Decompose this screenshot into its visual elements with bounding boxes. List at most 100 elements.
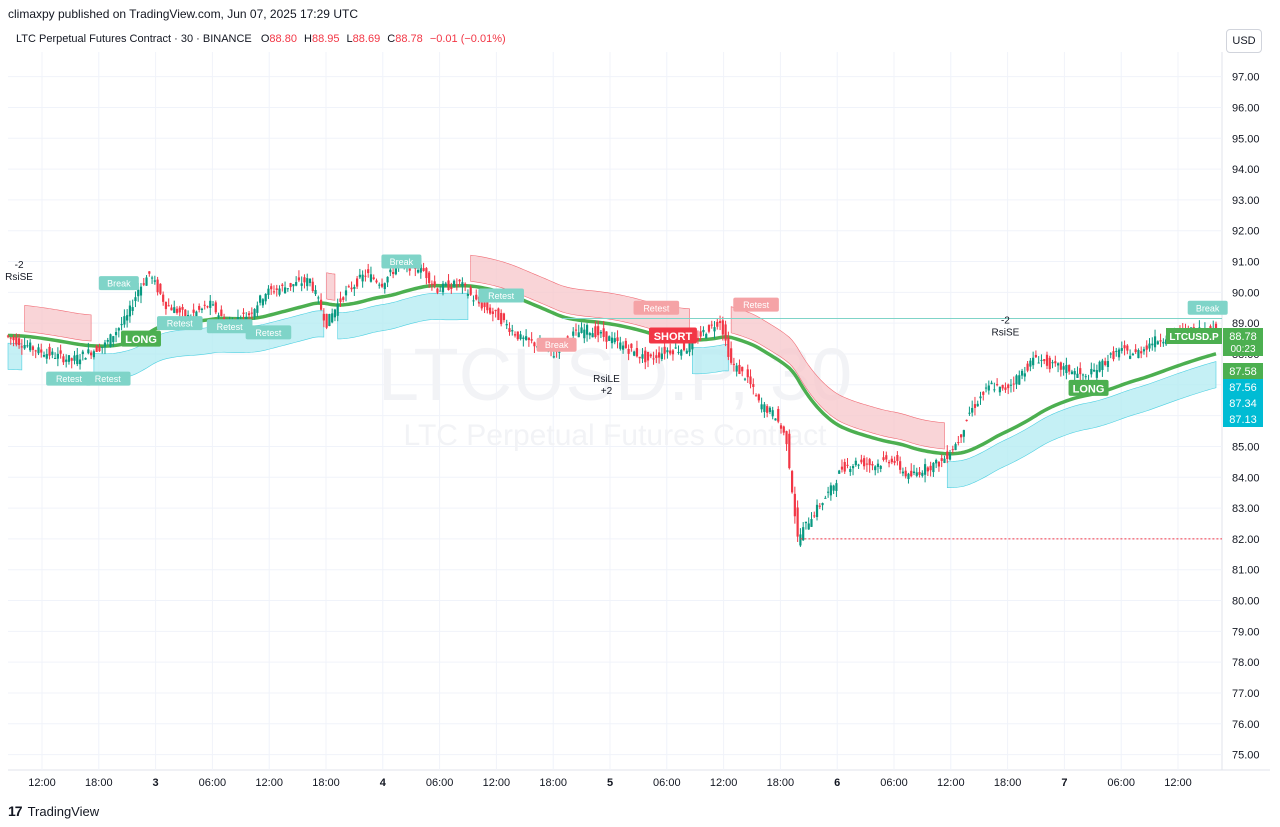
candle-body: [746, 369, 749, 378]
candle-body: [624, 340, 627, 349]
candle-body: [76, 354, 79, 365]
candle-body: [26, 345, 29, 347]
candle-body: [1134, 349, 1137, 353]
signal-text: -2: [1001, 316, 1010, 327]
x-tick-label: 18:00: [312, 777, 340, 789]
signal-text: +2: [601, 386, 613, 397]
candle-body: [754, 395, 758, 397]
annotation-text: Retest: [56, 374, 83, 384]
candle-body: [1015, 375, 1018, 385]
candle-body: [480, 302, 483, 309]
candle-body: [367, 269, 370, 274]
candle-body: [621, 345, 625, 350]
candle-body: [148, 271, 151, 274]
candle-body: [209, 300, 212, 308]
currency-button[interactable]: USD: [1226, 29, 1262, 53]
candle-body: [200, 308, 204, 311]
candle-body: [195, 311, 198, 318]
candle-body: [1098, 361, 1101, 372]
annotation-box: [478, 288, 524, 303]
candle-body: [599, 331, 603, 334]
x-tick-label: 12:00: [483, 777, 511, 789]
bull-band: [946, 361, 1217, 488]
candle-body: [206, 306, 209, 308]
candle-body: [793, 493, 796, 517]
annotation-box: [206, 319, 253, 334]
x-tick-label: 06:00: [880, 777, 908, 789]
candle-body: [452, 280, 456, 287]
candle-body: [73, 355, 76, 361]
candle-body: [178, 307, 181, 313]
candle-body: [1023, 373, 1026, 377]
candle-body: [760, 404, 763, 410]
candle-body: [170, 307, 173, 311]
annotation-box: [156, 316, 203, 331]
candle-body: [500, 312, 503, 325]
annotation-text: Break: [545, 340, 569, 350]
candle-body: [943, 458, 946, 463]
candle-body: [810, 519, 813, 527]
candle-body: [358, 274, 361, 278]
candle-body: [1112, 351, 1115, 360]
ohlc-low-label: L: [346, 33, 353, 45]
ohlc-low: 88.69: [352, 33, 381, 45]
candle-body: [101, 346, 104, 348]
ohlc-high: 88.95: [311, 33, 340, 45]
candle-body: [1054, 361, 1057, 364]
signal-text: RsiLE: [593, 374, 620, 385]
candle-body: [885, 455, 888, 460]
candle-body: [275, 288, 278, 290]
candle-body: [319, 299, 323, 310]
candle-body: [904, 470, 907, 477]
candle-body: [713, 327, 716, 332]
tradingview-logo[interactable]: 17 TradingView: [8, 803, 99, 819]
price-tag-value: 87.56: [1229, 382, 1257, 394]
tradingview-icon: 17: [8, 803, 23, 819]
candle-body: [322, 313, 325, 321]
candle-body: [705, 333, 708, 339]
candle-body: [782, 426, 785, 433]
candle-body: [710, 324, 713, 326]
candle-body: [1081, 374, 1085, 376]
y-tick-label: 93.00: [1232, 195, 1260, 207]
candle-body: [984, 387, 988, 389]
candle-body: [65, 359, 68, 362]
candle-body: [749, 376, 752, 385]
candle-body: [979, 396, 982, 399]
candle-body: [680, 350, 683, 356]
price-tag-box: [1223, 328, 1263, 356]
candle-body: [1148, 343, 1151, 349]
candle-body: [766, 406, 769, 413]
signal-text: RsiSE: [5, 272, 33, 283]
x-tick-label: 7: [1061, 777, 1067, 789]
candle-body: [428, 272, 431, 284]
symbol-title[interactable]: LTC Perpetual Futures Contract · 30 · BI…: [16, 33, 252, 45]
y-tick-label: 95.00: [1232, 133, 1260, 145]
price-tag-box: [1223, 379, 1263, 395]
y-tick-label: 80.00: [1232, 596, 1260, 608]
candle-body: [306, 278, 309, 287]
candle-body: [272, 291, 276, 293]
candle-body: [1059, 362, 1062, 370]
candle-body: [95, 345, 98, 352]
candle-body: [774, 418, 777, 421]
candle-body: [6, 335, 10, 337]
watermark-description: LTC Perpetual Futures Contract: [404, 419, 828, 452]
candle-body: [175, 308, 179, 313]
candle-body: [469, 287, 472, 295]
candle-body: [486, 301, 489, 311]
candle-body: [126, 315, 129, 321]
candle-body: [1034, 354, 1038, 358]
candle-body: [1115, 350, 1118, 352]
candle-body: [419, 264, 422, 273]
candle-body: [649, 354, 652, 357]
candle-body: [996, 384, 999, 386]
candle-body: [253, 309, 256, 318]
annotation-box: [648, 327, 697, 344]
candle-body: [960, 434, 963, 438]
brand-name: TradingView: [27, 803, 100, 819]
candle-body: [815, 504, 819, 518]
x-tick-label: 3: [153, 777, 159, 789]
y-tick-label: 81.00: [1232, 565, 1260, 577]
